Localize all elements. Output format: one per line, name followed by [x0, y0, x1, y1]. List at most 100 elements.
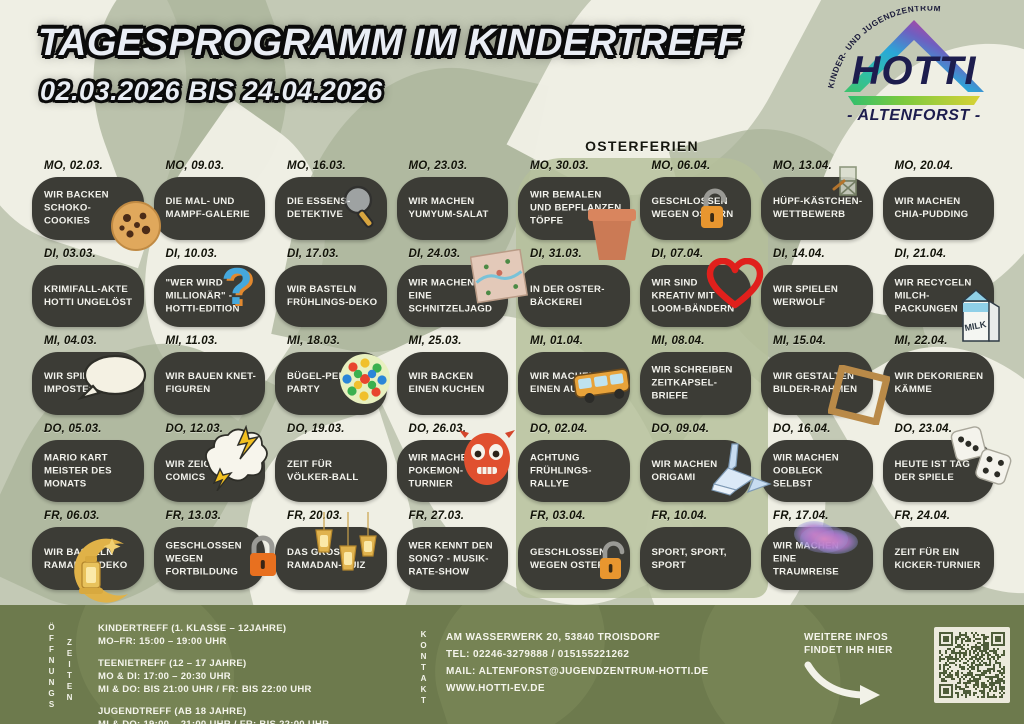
activity-text: SPORT, SPORT, SPORT [651, 546, 727, 571]
activity-text: ZEIT FÜR EIN KICKER-TURNIER [894, 546, 981, 571]
schedule-cell: MI, 11.03. WIR BAUEN KNET-FIGUREN [152, 335, 270, 421]
cell-date: MO, 23.03. [408, 160, 468, 172]
hours-group: JUGENDTREFF (AB 18 JAHRE)MI & DO: 19:00 … [98, 705, 398, 724]
cell-date: MO, 16.03. [287, 160, 346, 172]
activity-text: WIR BAUEN KNET-FIGUREN [165, 371, 257, 396]
hours-group: TEENIETREFF (12 – 17 JAHRE) MO & DI: 17:0… [98, 657, 398, 696]
schedule-cell: MI, 04.03. WIR SPIELEN IMPOSTER [30, 335, 148, 421]
schedule-cell: MI, 18.03. BÜGEL-PERLEN-PARTY [273, 335, 391, 421]
schedule-cell: DO, 05.03. MARIO KART MEISTER DES MONATS [30, 423, 148, 509]
activity-card: BÜGEL-PERLEN-PARTY [275, 352, 387, 415]
activity-card: WIR BEMALEN UND BEPFLANZEN TÖPFE [518, 177, 630, 240]
cell-date: FR, 20.03. [287, 510, 343, 523]
schedule-cell: DI, 10.03. "WER WIRD MILLIONÄR" - HOTTI-E… [152, 248, 270, 334]
cell-date: DO, 23.04. [894, 422, 953, 435]
contact-line: MAIL: ALTENFORST@JUGENDZENTRUM-HOTTI.DE [446, 666, 709, 677]
activity-card: WIR DEKORIEREN KÄMME [882, 352, 994, 415]
cell-date: MO, 09.03. [165, 160, 225, 172]
contact-line[interactable]: WWW.HOTTI-EV.DE [446, 683, 545, 694]
cell-date: DO, 02.04. [530, 422, 588, 435]
cell-date: DO, 19.03. [287, 422, 345, 435]
contact-block: AM WASSERWERK 20, 53840 TROISDORF TEL: 02… [446, 629, 786, 697]
qr-code[interactable] [934, 627, 1010, 703]
schedule-cell: FR, 10.04. SPORT, SPORT, SPORT [638, 510, 756, 596]
activity-card: WIR SPIELEN IMPOSTER [32, 352, 144, 415]
hotti-logo: KINDER- UND JUGENDZENTRUM HOTTI - ALTENF… [818, 6, 1008, 128]
activity-card: "WER WIRD MILLIONÄR" - HOTTI-EDITION [153, 264, 265, 328]
activity-card: WER KENNT DEN SONG? - MUSIK-RATE-SHOW [396, 527, 508, 590]
activity-card: ZEIT FÜR VÖLKER-BALL [275, 439, 387, 503]
activity-card: IN DER OSTER-BÄCKEREI [518, 264, 630, 328]
schedule-cell: FR, 03.04. GESCHLOSSEN WEGEN OSTERN [516, 510, 634, 596]
activity-text: WIR BASTELN RAMADAN-DEKO [44, 546, 128, 571]
schedule-cell: MI, 22.04. WIR DEKORIEREN KÄMME [881, 335, 999, 421]
schedule-cell: MI, 08.04. WIR SCHREIBEN ZEITKAPSEL-BRIEF… [638, 335, 756, 421]
activity-card: WIR SPIELEN WERWOLF [761, 264, 873, 328]
schedule-cell: DI, 03.03. KRIMIFALL-AKTE HOTTI UNGELÖST [30, 248, 148, 334]
activity-card: WIR BASTELN RAMADAN-DEKO [32, 527, 144, 590]
cell-date: DI, 21.04. [894, 247, 947, 260]
schedule-cell: FR, 20.03. DAS GROSSE RAMADAN-QUIZ [273, 510, 391, 596]
cell-date: DI, 10.03. [165, 247, 218, 260]
schedule-cell: DI, 07.04. WIR SIND KREATIV MIT LOOM-BÄND… [638, 248, 756, 334]
activity-card: WIR MACHEN YUMYUM-SALAT [396, 177, 508, 240]
schedule-cell: DI, 21.04. WIR RECYCELN MILCH-PACKUNGEN [881, 248, 999, 334]
activity-card: WIR BAUEN KNET-FIGUREN [153, 352, 265, 415]
schedule-cell: DI, 17.03. WIR BASTELN FRÜHLINGS-DEKO [273, 248, 391, 334]
activity-text: KRIMIFALL-AKTE HOTTI UNGELÖST [44, 283, 133, 308]
logo-name: HOTTI [852, 49, 977, 93]
hours-group-heading: TEENIETREFF (12 – 17 JAHRE) [98, 658, 247, 669]
activity-card: HÜPF-KÄSTCHEN-WETTBEWERB [761, 177, 873, 240]
activity-text: DIE MAL- UND MAMPF-GALERIE [165, 196, 250, 221]
cell-date: MO, 06.04. [651, 160, 711, 172]
activity-text: WIR DEKORIEREN KÄMME [894, 371, 984, 396]
hours-line: MO–FR: 15:00 – 19:00 UHR [98, 636, 227, 647]
schedule-cell: MO, 02.03. WIR BACKEN SCHOKO-COOKIES [30, 160, 148, 246]
osterferien-label: OSTERFERIEN [585, 138, 699, 154]
activity-card: SPORT, SPORT, SPORT [639, 527, 751, 590]
activity-card: WIR MACHEN EINE TRAUMREISE [761, 527, 873, 590]
activity-card: WIR RECYCELN MILCH-PACKUNGEN [882, 264, 994, 328]
activity-card: DIE ESSENS-DETEKTIVE [275, 177, 387, 240]
activity-card: GESCHLOSSEN WEGEN OSTERN [639, 177, 751, 240]
activity-text: WIR BACKEN SCHOKO-COOKIES [44, 189, 109, 227]
activity-text: ACHTUNG FRÜHLINGS-RALLYE [530, 452, 592, 490]
activity-text: WIR MACHEN ORIGAMI [651, 459, 718, 484]
activity-text: DIE ESSENS-DETEKTIVE [287, 196, 351, 221]
schedule-cell: DO, 26.03. WIR MACHEN EIN POKEMON-TURNIER [395, 423, 513, 509]
schedule-cell: MI, 15.04. WIR GESTALTEN BILDER-RAHMEN [759, 335, 877, 421]
schedule-cell: DO, 16.04. WIR MACHEN OOBLECK SELBST [759, 423, 877, 509]
activity-text: WIR MACHEN EINE SCHNITZELJAGD [408, 277, 493, 315]
contact-line: TEL: 02246-3279888 / 015155221262 [446, 649, 630, 660]
cell-date: DI, 31.03. [530, 247, 582, 260]
schedule-cell: MO, 13.04. HÜPF-KÄSTCHEN-WETTBEWERB [759, 160, 877, 246]
activity-text: WIR SCHREIBEN ZEITKAPSEL-BRIEFE [651, 364, 733, 402]
schedule-cell: MO, 20.04. WIR MACHEN CHIA-PUDDING [881, 160, 999, 246]
activity-text: GESCHLOSSEN WEGEN OSTERN [530, 546, 612, 571]
activity-text: MARIO KART MEISTER DES MONATS [44, 452, 112, 490]
contact-line: AM WASSERWERK 20, 53840 TROISDORF [446, 632, 661, 643]
activity-text: WIR SPIELEN IMPOSTER [44, 371, 110, 396]
activity-card: WIR MACHEN ORIGAMI [639, 439, 751, 503]
schedule-cell: DI, 14.04. WIR SPIELEN WERWOLF [759, 248, 877, 334]
schedule-cell: MI, 01.04. WIR MACHEN EINEN AUSFLUG [516, 335, 634, 421]
schedule-cell: DI, 24.03. WIR MACHEN EINE SCHNITZELJAGD [395, 248, 513, 334]
schedule-cell: DI, 31.03. IN DER OSTER-BÄCKEREI [516, 248, 634, 334]
activity-card: WIR MACHEN EINE SCHNITZELJAGD [396, 264, 508, 328]
cell-date: DO, 26.03. [408, 422, 467, 435]
activity-card: GESCHLOSSEN WEGEN FORTBILDUNG [153, 527, 265, 590]
activity-text: WER KENNT DEN SONG? - MUSIK-RATE-SHOW [408, 540, 493, 578]
activity-text: ZEIT FÜR VÖLKER-BALL [287, 459, 359, 484]
cell-date: MI, 11.03. [165, 335, 218, 348]
cell-date: FR, 13.03. [165, 510, 222, 523]
qr-code-graphic [939, 632, 1005, 698]
activity-text: WIR BEMALEN UND BEPFLANZEN TÖPFE [530, 189, 622, 227]
cell-date: DI, 24.03. [408, 247, 461, 260]
activity-text: "WER WIRD MILLIONÄR" - HOTTI-EDITION [165, 277, 240, 315]
activity-text: WIR MACHEN EINEN AUSFLUG [530, 371, 612, 396]
schedule-cell: DO, 12.03. WIR ZEICHNEN COMICS [152, 423, 270, 509]
cell-date: FR, 06.03. [44, 510, 100, 523]
